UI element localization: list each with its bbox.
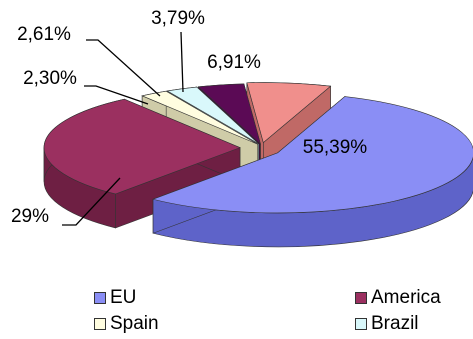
leader-line-4 [180, 31, 184, 93]
pie-slice-1 [43, 98, 241, 229]
data-label-2: 2,30% [23, 68, 77, 89]
leader-line-1 [62, 177, 121, 226]
data-label-0: 55,39% [303, 137, 368, 158]
pie-slice-0 [152, 95, 473, 248]
data-label-3: 2,61% [17, 24, 71, 45]
leader-line-2 [84, 85, 149, 105]
leader-line-3 [86, 39, 161, 97]
data-label-1: 29% [11, 206, 49, 227]
data-label-5: 6,91% [207, 52, 261, 73]
data-label-4: 3,79% [151, 8, 205, 29]
